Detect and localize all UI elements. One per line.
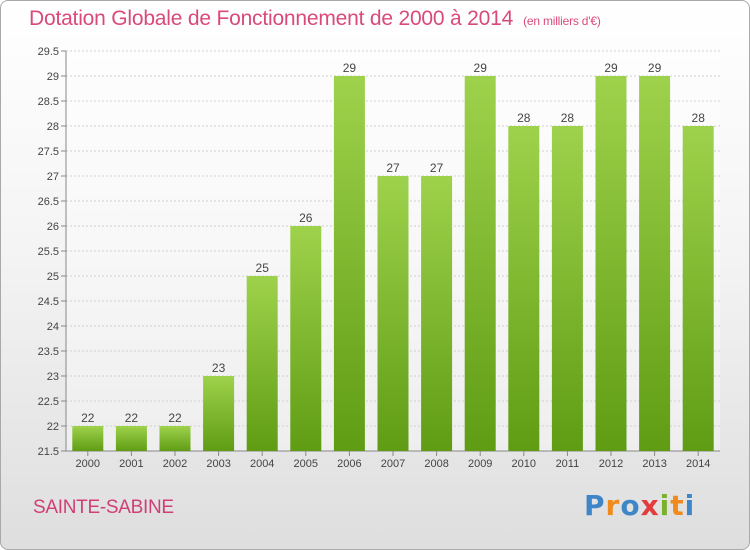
data-label-2003: 23 xyxy=(212,361,226,375)
y-tick-label: 26.5 xyxy=(38,196,59,208)
y-tick-label: 28 xyxy=(47,121,59,133)
logo-letter: P xyxy=(584,489,606,522)
bar-2013 xyxy=(639,76,671,451)
y-tick-label: 22.5 xyxy=(38,396,59,408)
data-label-2009: 29 xyxy=(474,61,488,75)
city-name: SAINTE-SABINE xyxy=(33,497,174,518)
data-label-2006: 29 xyxy=(343,61,357,75)
y-tick-label: 23.5 xyxy=(38,346,59,358)
logo-letter: t xyxy=(670,489,685,522)
y-tick-label: 23 xyxy=(47,371,59,383)
data-label-2002: 22 xyxy=(168,411,182,425)
chart-title: Dotation Globale de Fonctionnement de 20… xyxy=(29,7,601,31)
x-tick-label-2005: 2005 xyxy=(294,458,318,470)
bar-2008 xyxy=(421,176,453,451)
data-label-2011: 28 xyxy=(561,111,575,125)
data-label-2005: 26 xyxy=(299,211,313,225)
bar-2001 xyxy=(115,426,147,451)
x-tick-label-2006: 2006 xyxy=(337,458,361,470)
y-tick-label: 24.5 xyxy=(38,296,59,308)
data-label-2001: 22 xyxy=(125,411,139,425)
data-label-2014: 28 xyxy=(692,111,706,125)
bar-2004 xyxy=(246,276,278,451)
logo-letter: r xyxy=(605,489,621,522)
bar-2006 xyxy=(333,76,365,451)
x-tick-label-2004: 2004 xyxy=(250,458,274,470)
x-tick-label-2002: 2002 xyxy=(163,458,187,470)
y-tick-label: 24 xyxy=(47,321,59,333)
x-tick-label-2009: 2009 xyxy=(468,458,492,470)
bar-2011 xyxy=(551,126,583,451)
x-tick-label-2007: 2007 xyxy=(381,458,405,470)
logo-letter: x xyxy=(640,489,660,522)
y-tick-label: 22 xyxy=(47,421,59,433)
x-tick-label-2011: 2011 xyxy=(556,458,580,470)
y-tick-label: 29 xyxy=(47,71,59,83)
data-label-2000: 22 xyxy=(81,411,95,425)
x-tick-label-2012: 2012 xyxy=(599,458,623,470)
data-label-2007: 27 xyxy=(386,161,400,175)
bar-2014 xyxy=(682,126,714,451)
logo-letter: o xyxy=(620,489,641,522)
chart-unit: (en milliers d'€) xyxy=(523,14,601,28)
data-label-2008: 27 xyxy=(430,161,444,175)
x-tick-label-2000: 2000 xyxy=(76,458,100,470)
bar-2009 xyxy=(464,76,496,451)
logo-letter: i xyxy=(684,489,696,522)
data-label-2010: 28 xyxy=(517,111,531,125)
y-tick-label: 27.5 xyxy=(38,146,59,158)
x-tick-label-2014: 2014 xyxy=(686,458,710,470)
x-tick-label-2013: 2013 xyxy=(642,458,666,470)
bar-2003 xyxy=(203,376,235,451)
data-label-2013: 29 xyxy=(648,61,662,75)
y-tick-label: 29.5 xyxy=(38,46,59,58)
data-label-2004: 25 xyxy=(256,261,270,275)
proxiti-logo: Proxiti xyxy=(584,489,695,522)
bar-2007 xyxy=(377,176,409,451)
bar-2002 xyxy=(159,426,191,451)
bar-2005 xyxy=(290,226,322,451)
bar-2010 xyxy=(508,126,540,451)
bar-2012 xyxy=(595,76,627,451)
chart-title-text: Dotation Globale de Fonctionnement de 20… xyxy=(29,7,514,30)
y-tick-label: 25 xyxy=(47,271,59,283)
y-tick-label: 25.5 xyxy=(38,246,59,258)
y-tick-label: 28.5 xyxy=(38,96,59,108)
x-tick-label-2003: 2003 xyxy=(206,458,230,470)
y-tick-label: 27 xyxy=(47,171,59,183)
bar-2000 xyxy=(72,426,104,451)
logo-letter: i xyxy=(659,489,671,522)
data-label-2012: 29 xyxy=(604,61,618,75)
x-tick-label-2010: 2010 xyxy=(512,458,536,470)
y-tick-label: 26 xyxy=(47,221,59,233)
x-tick-label-2008: 2008 xyxy=(424,458,448,470)
y-tick-label: 21.5 xyxy=(38,446,59,458)
x-tick-label-2001: 2001 xyxy=(119,458,143,470)
